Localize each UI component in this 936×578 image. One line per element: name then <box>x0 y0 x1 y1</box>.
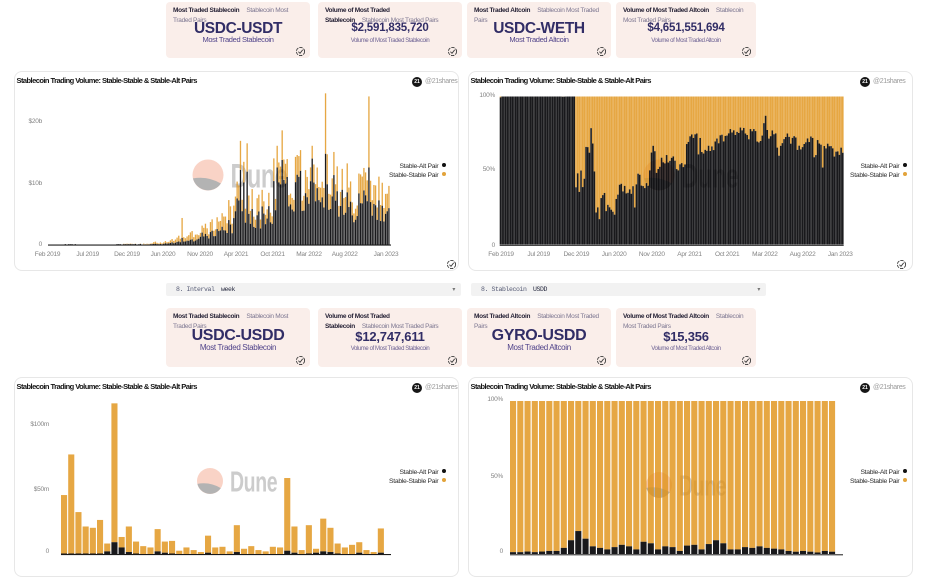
svg-text:Dune: Dune <box>230 467 277 499</box>
